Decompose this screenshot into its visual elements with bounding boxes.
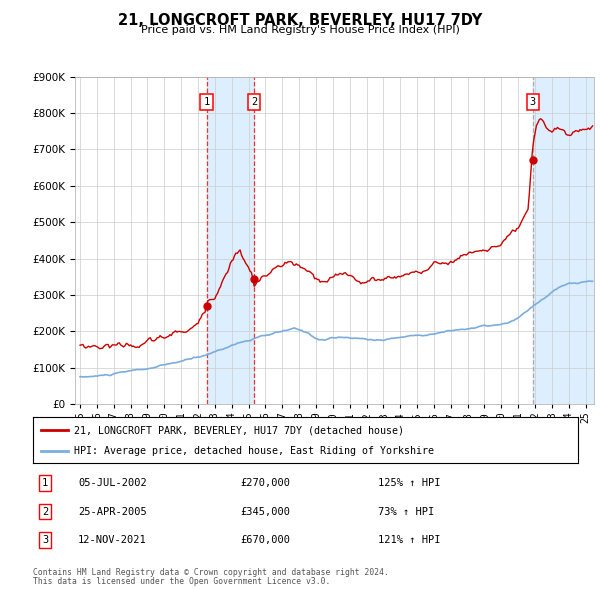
Text: £670,000: £670,000 xyxy=(240,535,290,545)
Text: HPI: Average price, detached house, East Riding of Yorkshire: HPI: Average price, detached house, East… xyxy=(74,446,434,456)
Text: 1: 1 xyxy=(42,478,48,488)
Text: 2: 2 xyxy=(251,97,257,107)
Text: 05-JUL-2002: 05-JUL-2002 xyxy=(78,478,147,488)
Text: 2: 2 xyxy=(42,507,48,516)
Text: 125% ↑ HPI: 125% ↑ HPI xyxy=(378,478,440,488)
Text: 3: 3 xyxy=(530,97,536,107)
Text: 3: 3 xyxy=(42,535,48,545)
Text: 21, LONGCROFT PARK, BEVERLEY, HU17 7DY (detached house): 21, LONGCROFT PARK, BEVERLEY, HU17 7DY (… xyxy=(74,425,404,435)
Text: 1: 1 xyxy=(203,97,210,107)
Text: 121% ↑ HPI: 121% ↑ HPI xyxy=(378,535,440,545)
Text: 73% ↑ HPI: 73% ↑ HPI xyxy=(378,507,434,516)
Text: £270,000: £270,000 xyxy=(240,478,290,488)
Text: 25-APR-2005: 25-APR-2005 xyxy=(78,507,147,516)
Text: 12-NOV-2021: 12-NOV-2021 xyxy=(78,535,147,545)
Text: Price paid vs. HM Land Registry's House Price Index (HPI): Price paid vs. HM Land Registry's House … xyxy=(140,25,460,35)
Bar xyxy=(533,77,594,404)
Text: 21, LONGCROFT PARK, BEVERLEY, HU17 7DY: 21, LONGCROFT PARK, BEVERLEY, HU17 7DY xyxy=(118,13,482,28)
Text: This data is licensed under the Open Government Licence v3.0.: This data is licensed under the Open Gov… xyxy=(33,577,331,586)
Text: Contains HM Land Registry data © Crown copyright and database right 2024.: Contains HM Land Registry data © Crown c… xyxy=(33,568,389,576)
Text: £345,000: £345,000 xyxy=(240,507,290,516)
Bar xyxy=(206,77,254,404)
